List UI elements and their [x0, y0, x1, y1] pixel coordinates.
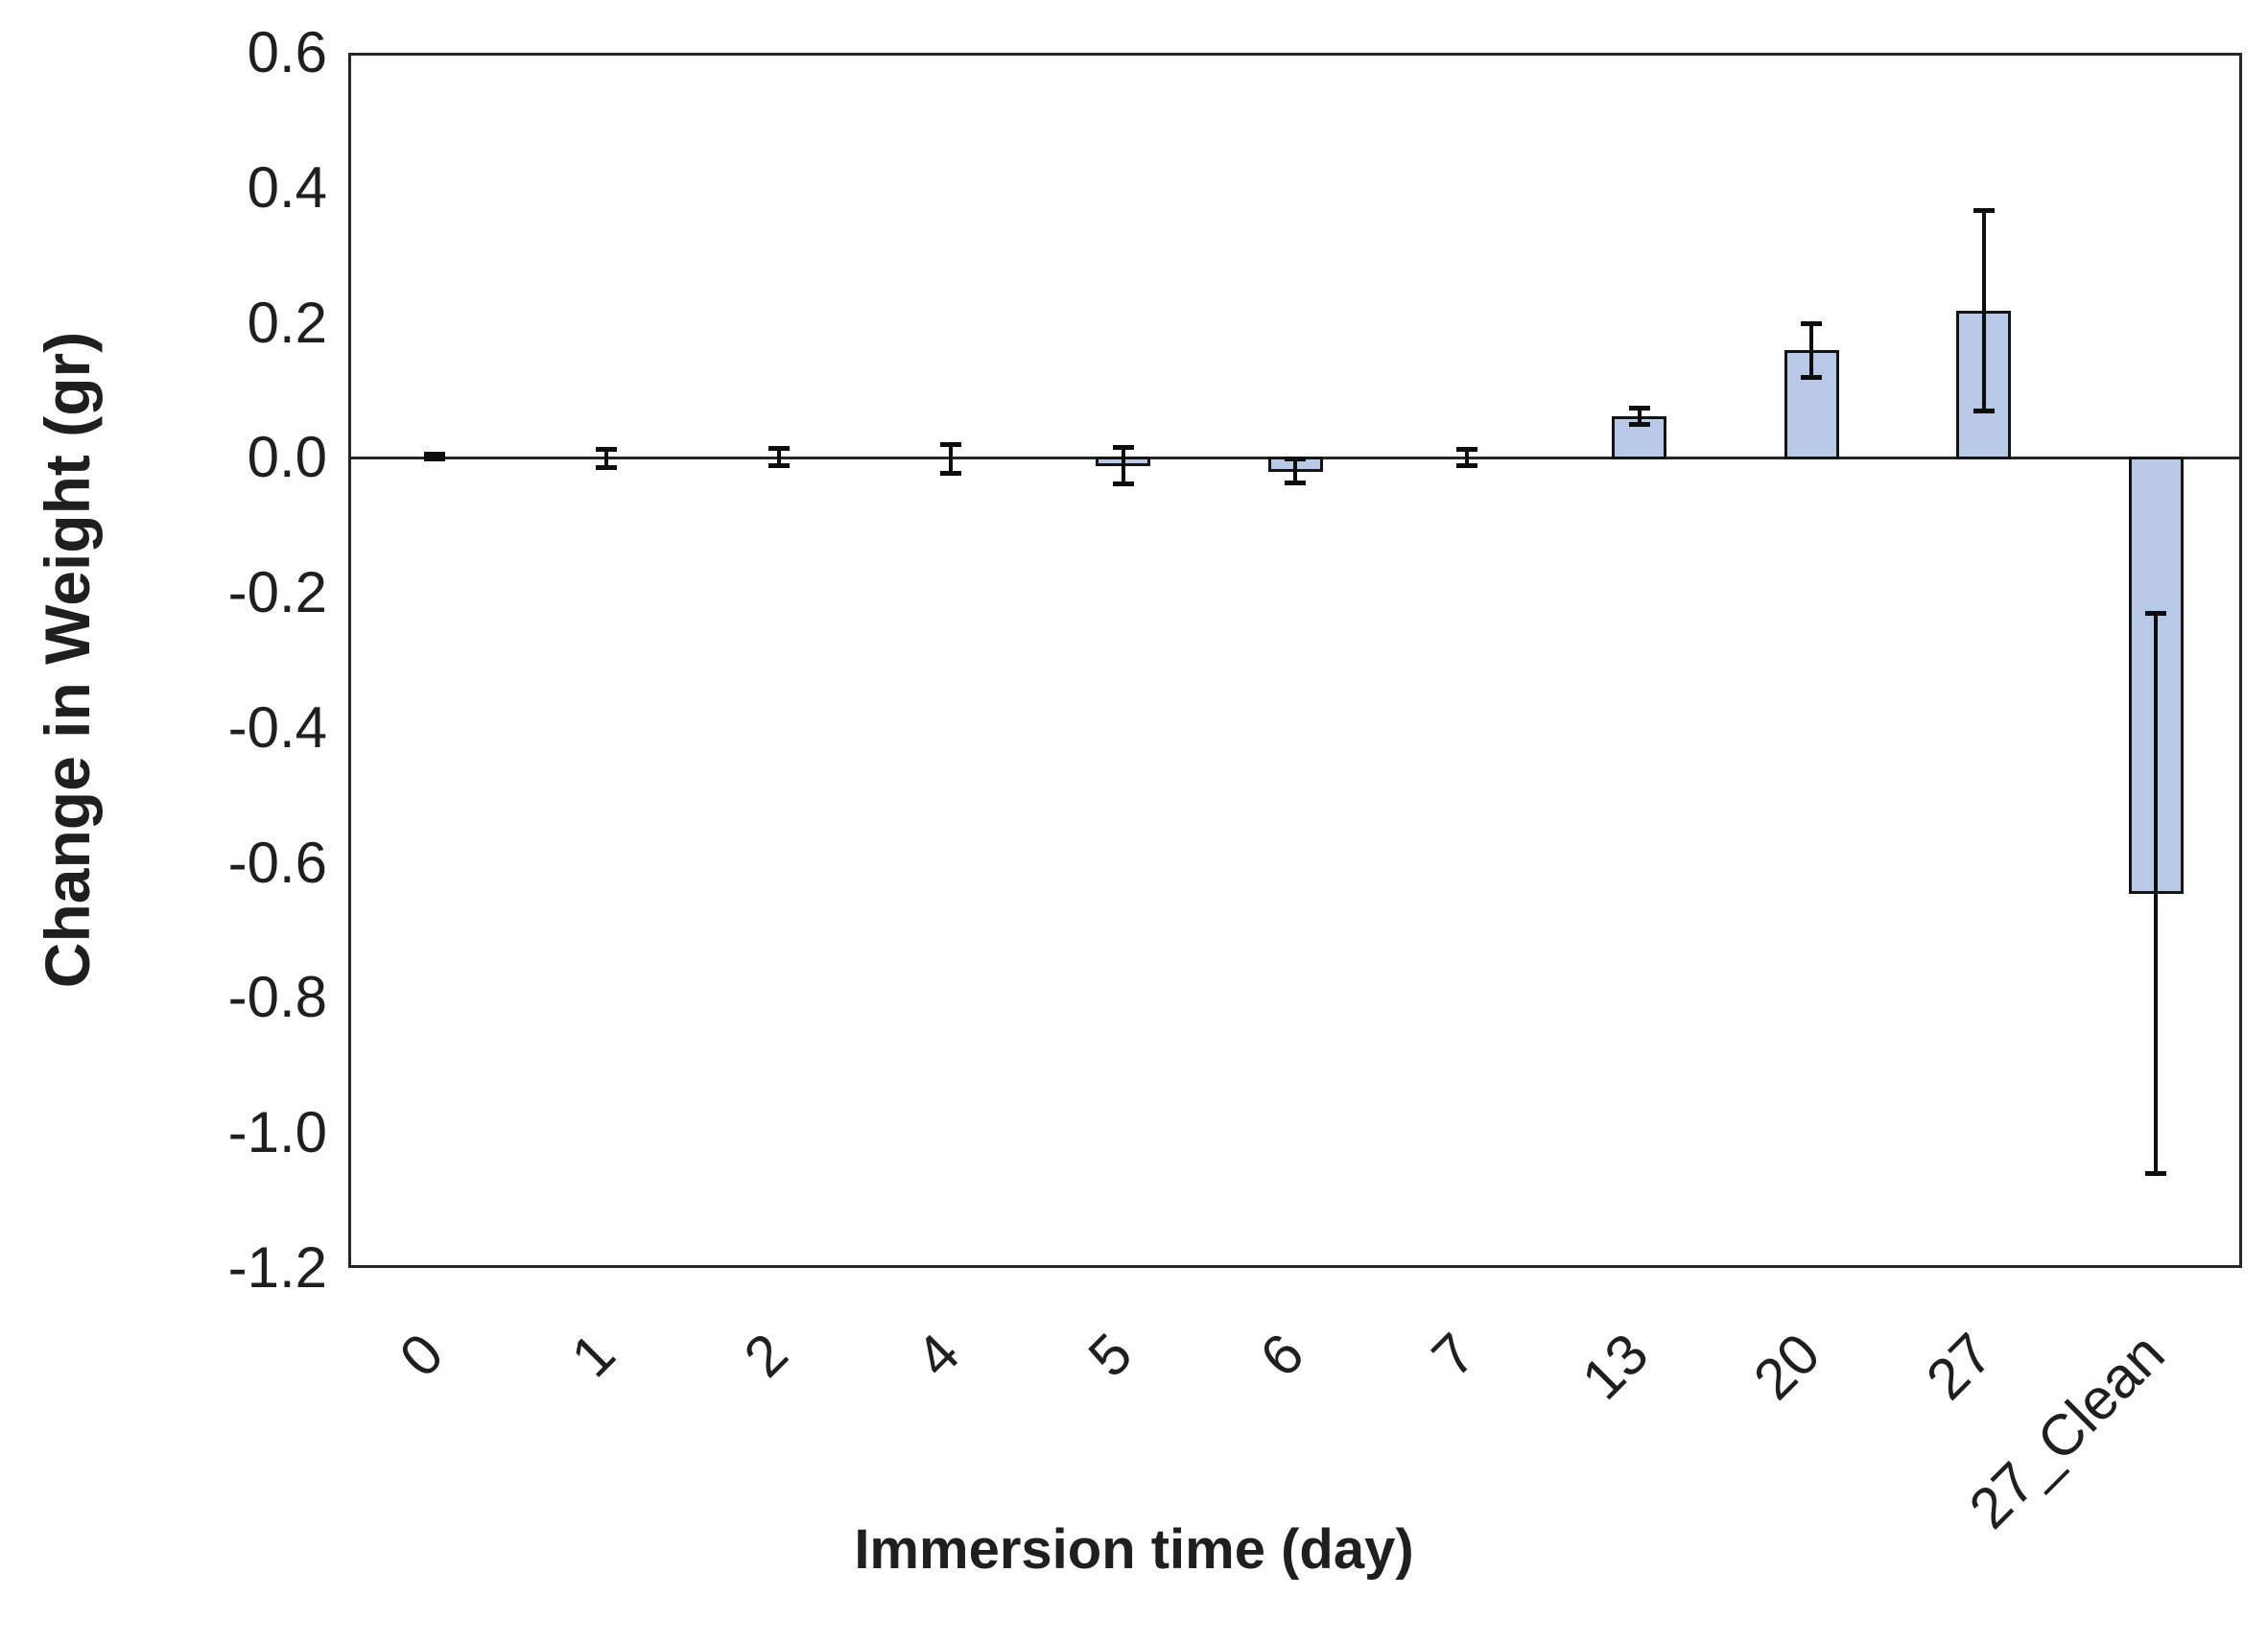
error-bar-top-cap-7 — [1456, 446, 1478, 452]
x-axis-title: Immersion time (day) — [854, 1518, 1414, 1581]
y-axis-title: Change in Weight (gr) — [32, 331, 103, 989]
error-bar-line-20 — [1809, 323, 1814, 378]
x-tick-label-4: 4 — [903, 1321, 972, 1390]
error-bar-top-cap-20 — [1801, 320, 1823, 326]
error-bar-bottom-cap-2 — [768, 463, 790, 469]
error-bar-top-cap-27 — [1973, 208, 1995, 214]
error-bar-top-cap-13 — [1628, 405, 1650, 411]
error-bar-bottom-cap-0 — [423, 456, 445, 461]
error-bar-bottom-cap-27 — [1973, 408, 1995, 413]
error-bar-line-27_Clean — [2154, 613, 2159, 1174]
error-bar-bottom-cap-1 — [596, 464, 618, 470]
y-tick-label: 0.4 — [247, 154, 327, 220]
error-bar-top-cap-1 — [596, 447, 618, 453]
error-bar-top-cap-5 — [1112, 444, 1134, 450]
y-tick-label: -1.0 — [227, 1100, 327, 1165]
error-bar-line-5 — [1121, 447, 1125, 484]
x-tick-label-0: 0 — [387, 1321, 456, 1390]
error-bar-bottom-cap-27_Clean — [2145, 1170, 2167, 1176]
error-bar-line-1 — [604, 449, 609, 468]
error-bar-line-2 — [776, 448, 781, 466]
error-bar-bottom-cap-7 — [1456, 462, 1478, 468]
error-bar-top-cap-2 — [768, 445, 790, 451]
x-tick-label-2: 2 — [731, 1321, 800, 1390]
error-bar-line-7 — [1465, 449, 1470, 466]
y-tick-label: -0.6 — [227, 830, 327, 895]
error-bar-top-cap-6 — [1285, 456, 1306, 461]
x-tick-label-27_Clean: 27_Clean — [1956, 1321, 2177, 1541]
y-tick-label: 0.2 — [247, 290, 327, 355]
y-tick-label: 0.6 — [247, 20, 327, 84]
error-bar-bottom-cap-13 — [1628, 421, 1650, 427]
x-tick-label-27: 27 — [1913, 1321, 2005, 1412]
error-bar-line-27 — [1981, 210, 1986, 411]
x-tick-label-1: 1 — [558, 1321, 627, 1390]
x-tick-label-7: 7 — [1420, 1321, 1489, 1390]
error-bar-bottom-cap-4 — [940, 471, 962, 477]
error-bar-line-13 — [1637, 408, 1642, 425]
x-tick-label-13: 13 — [1569, 1321, 1661, 1412]
error-bar-bottom-cap-20 — [1801, 375, 1823, 381]
y-tick-label: -0.4 — [227, 694, 327, 760]
x-tick-label-6: 6 — [1247, 1321, 1316, 1390]
error-bar-bottom-cap-6 — [1285, 480, 1306, 485]
error-bar-top-cap-0 — [423, 452, 445, 458]
error-bar-top-cap-4 — [940, 442, 962, 448]
x-tick-label-20: 20 — [1741, 1321, 1833, 1412]
y-tick-label: -0.8 — [227, 965, 327, 1030]
y-tick-label: 0.0 — [247, 425, 327, 490]
y-tick-label: -0.2 — [227, 560, 327, 625]
plot-area — [348, 53, 2242, 1268]
error-bar-line-6 — [1293, 458, 1297, 483]
x-tick-label-5: 5 — [1075, 1321, 1145, 1390]
error-bar-line-4 — [949, 444, 954, 474]
y-tick-label: -1.2 — [227, 1235, 327, 1300]
error-bar-bottom-cap-5 — [1112, 481, 1134, 486]
error-bar-top-cap-27_Clean — [2145, 610, 2167, 616]
